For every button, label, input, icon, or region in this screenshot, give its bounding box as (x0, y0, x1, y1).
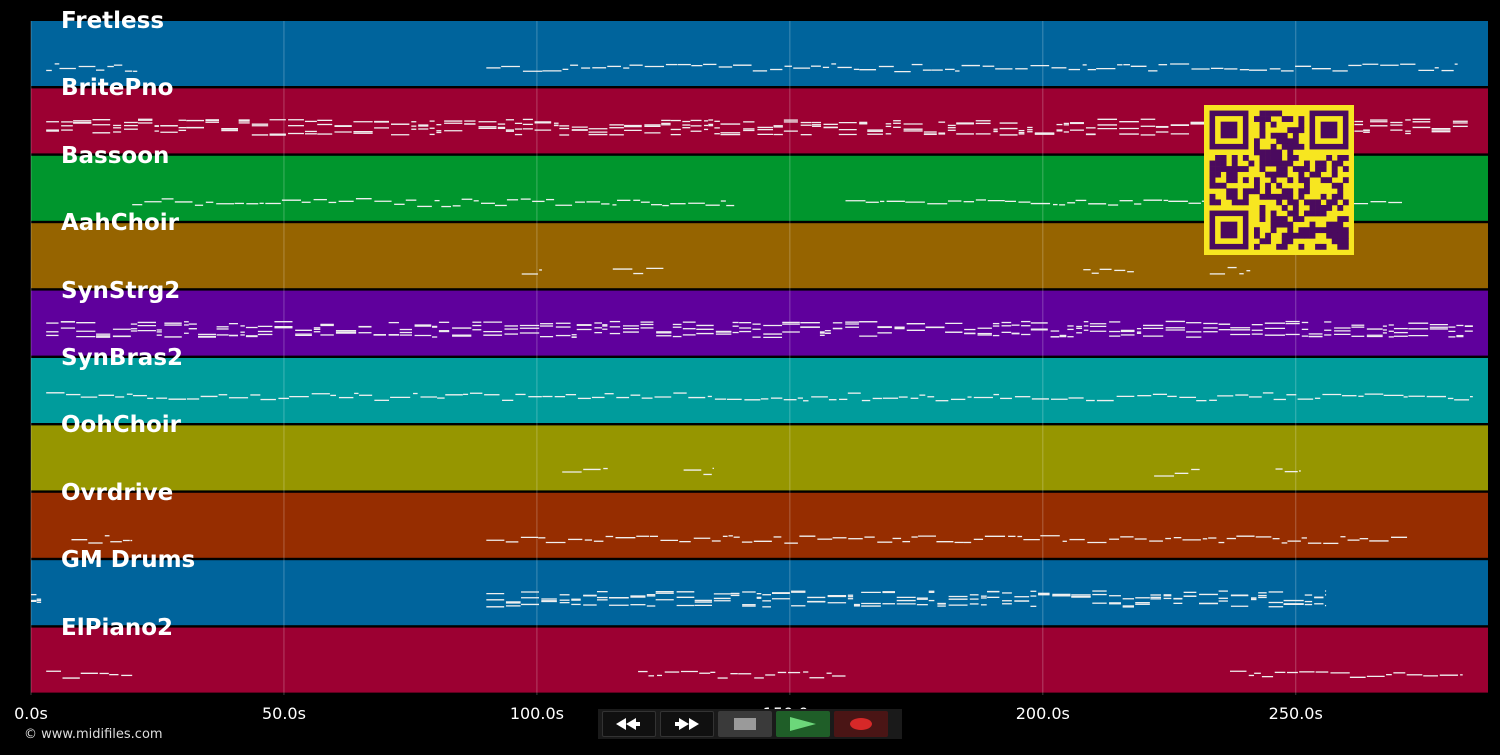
stop-icon (734, 718, 756, 730)
record-icon (850, 718, 872, 730)
track-lane[interactable] (31, 358, 1488, 423)
track-lane[interactable] (31, 492, 1488, 558)
rewind-button[interactable] (602, 711, 656, 737)
note-group (46, 670, 1463, 679)
stop-button[interactable] (718, 711, 772, 737)
record-button[interactable] (834, 711, 888, 737)
track-lane[interactable] (31, 290, 1488, 356)
track-lane[interactable] (31, 560, 1488, 626)
copyright-text: © www.midifiles.com (24, 727, 163, 742)
note-group (31, 590, 1327, 608)
track-label: Bassoon (61, 142, 170, 169)
track-label: Fretless (61, 8, 165, 34)
track-lane[interactable] (31, 627, 1488, 693)
track-label: SynBras2 (61, 345, 184, 371)
note-group (46, 392, 1473, 402)
tick-label: 200.0s (1015, 704, 1070, 723)
track-label: OohChoir (61, 412, 182, 439)
track-label: SynStrg2 (61, 277, 181, 304)
tick-label: 250.0s (1268, 704, 1323, 723)
tick-label: 100.0s (509, 704, 564, 723)
note-group (71, 535, 1408, 545)
note-group (132, 198, 1402, 208)
tick-label: 50.0s (261, 704, 306, 723)
note-group (521, 266, 1251, 275)
note-group (46, 320, 1473, 339)
transport-controls (598, 709, 902, 739)
track-label: ElPiano2 (61, 614, 174, 641)
rewind-icon (616, 718, 640, 730)
note-group (46, 118, 1468, 136)
fast-forward-button[interactable] (660, 711, 714, 737)
track-label: GM Drums (61, 547, 196, 574)
note-group (562, 467, 1301, 477)
note-group (46, 63, 1458, 73)
track-label: Ovrdrive (61, 479, 174, 506)
play-icon (790, 717, 816, 731)
qr-code-icon[interactable] (1204, 105, 1354, 255)
track-lane[interactable] (31, 425, 1488, 491)
tick-label: 0.0s (14, 704, 48, 723)
track-label: BritePno (61, 75, 174, 102)
track-lane[interactable] (31, 21, 1488, 86)
play-button[interactable] (776, 711, 830, 737)
track-label: AahChoir (61, 210, 179, 237)
fast-forward-icon (675, 718, 699, 730)
